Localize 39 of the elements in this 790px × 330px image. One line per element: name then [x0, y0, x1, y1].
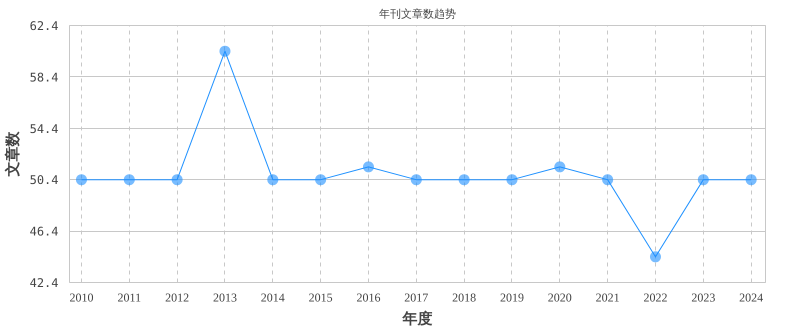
point: [315, 174, 326, 186]
y-tick-label: 50.4: [30, 173, 59, 188]
x-tick-label: 2013: [212, 290, 237, 304]
point: [746, 174, 757, 186]
point: [698, 174, 709, 186]
y-axis-title: 文章数: [4, 130, 22, 178]
x-tick-label: 2010: [69, 290, 94, 304]
x-tick-label: 2017: [404, 290, 428, 304]
x-axis-title: 年度: [402, 310, 432, 328]
x-tick-label: 2012: [165, 290, 190, 304]
x-tick-label: 2024: [739, 290, 764, 304]
point: [362, 161, 374, 172]
x-tick-label: 2023: [691, 290, 716, 304]
point: [602, 174, 614, 186]
x-tick-label: 2019: [500, 290, 524, 304]
point: [458, 174, 470, 186]
x-tick-label: 2021: [596, 290, 620, 304]
y-tick-label: 46.4: [30, 224, 59, 239]
y-tick-label: 42.4: [30, 276, 59, 290]
point: [650, 251, 661, 262]
x-tick-label: 2016: [356, 290, 380, 304]
chart-title: 年刊文章数趋势: [379, 8, 456, 20]
x-tick-label: 2020: [548, 290, 572, 304]
x-tick-label: 2015: [308, 290, 333, 304]
x-tick-label: 2014: [260, 290, 285, 304]
point: [554, 161, 566, 172]
y-tick-label: 54.4: [30, 122, 59, 136]
point: [76, 174, 87, 186]
point: [124, 174, 135, 186]
y-tick-label: 58.4: [30, 70, 59, 84]
x-tick-label: 2018: [452, 290, 476, 304]
point: [506, 174, 518, 186]
point: [219, 46, 230, 57]
y-tick-label: 62.4: [30, 19, 59, 33]
point: [410, 174, 422, 186]
x-tick-label: 2022: [643, 290, 668, 304]
point: [172, 174, 183, 186]
point: [267, 174, 278, 186]
x-tick-label: 2011: [118, 290, 142, 304]
